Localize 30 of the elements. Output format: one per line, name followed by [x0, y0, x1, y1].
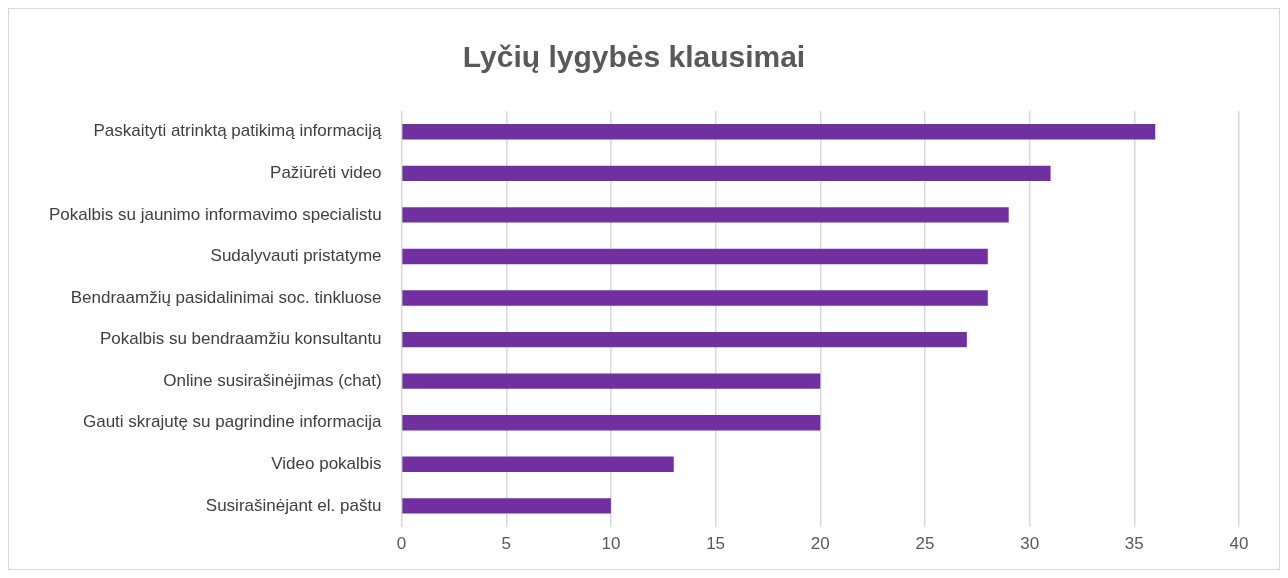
bar [402, 415, 821, 431]
x-tick-label: 15 [706, 534, 726, 554]
bar [402, 207, 1009, 223]
bar [402, 498, 611, 514]
y-tick-label: Pokalbis su jaunimo informavimo specialistu [48, 204, 382, 224]
y-tick-label: Pokalbis su bendraamžiu konsultantu [99, 329, 382, 349]
bar [402, 373, 821, 389]
y-tick-label: Bendraamžių pasidalinimai soc. tinkluose [70, 287, 382, 307]
x-tick-label: 25 [915, 534, 935, 554]
y-tick-label: Gauti skrajutę su pagrindine informacija [82, 412, 383, 432]
bar [402, 124, 1156, 140]
chart-title: Lyčių lygybės klausimai [462, 40, 806, 74]
x-tick-label: 35 [1124, 534, 1144, 554]
bar [402, 165, 1051, 182]
x-tick-label: 10 [601, 534, 621, 554]
bar [402, 290, 988, 306]
x-tick-label: 20 [810, 534, 830, 554]
y-tick-label: Online susirašinėjimas (chat) [163, 370, 382, 390]
y-tick-label: Sudalyvauti pristatyme [210, 246, 382, 266]
bar [402, 248, 988, 265]
x-tick-label: 5 [501, 534, 511, 554]
y-tick-label: Susirašinėjant el. paštu [205, 495, 382, 515]
y-tick-label: Pažiūrėti video [270, 163, 382, 183]
y-tick-label: Video pokalbis [271, 453, 382, 473]
bar [402, 456, 674, 472]
y-tick-label: Paskaityti atrinktą patikimą informaciją [93, 121, 383, 141]
x-tick-label: 30 [1020, 534, 1040, 554]
x-tick-label: 40 [1229, 534, 1249, 554]
x-tick-label: 0 [396, 534, 407, 554]
bar [402, 331, 967, 348]
